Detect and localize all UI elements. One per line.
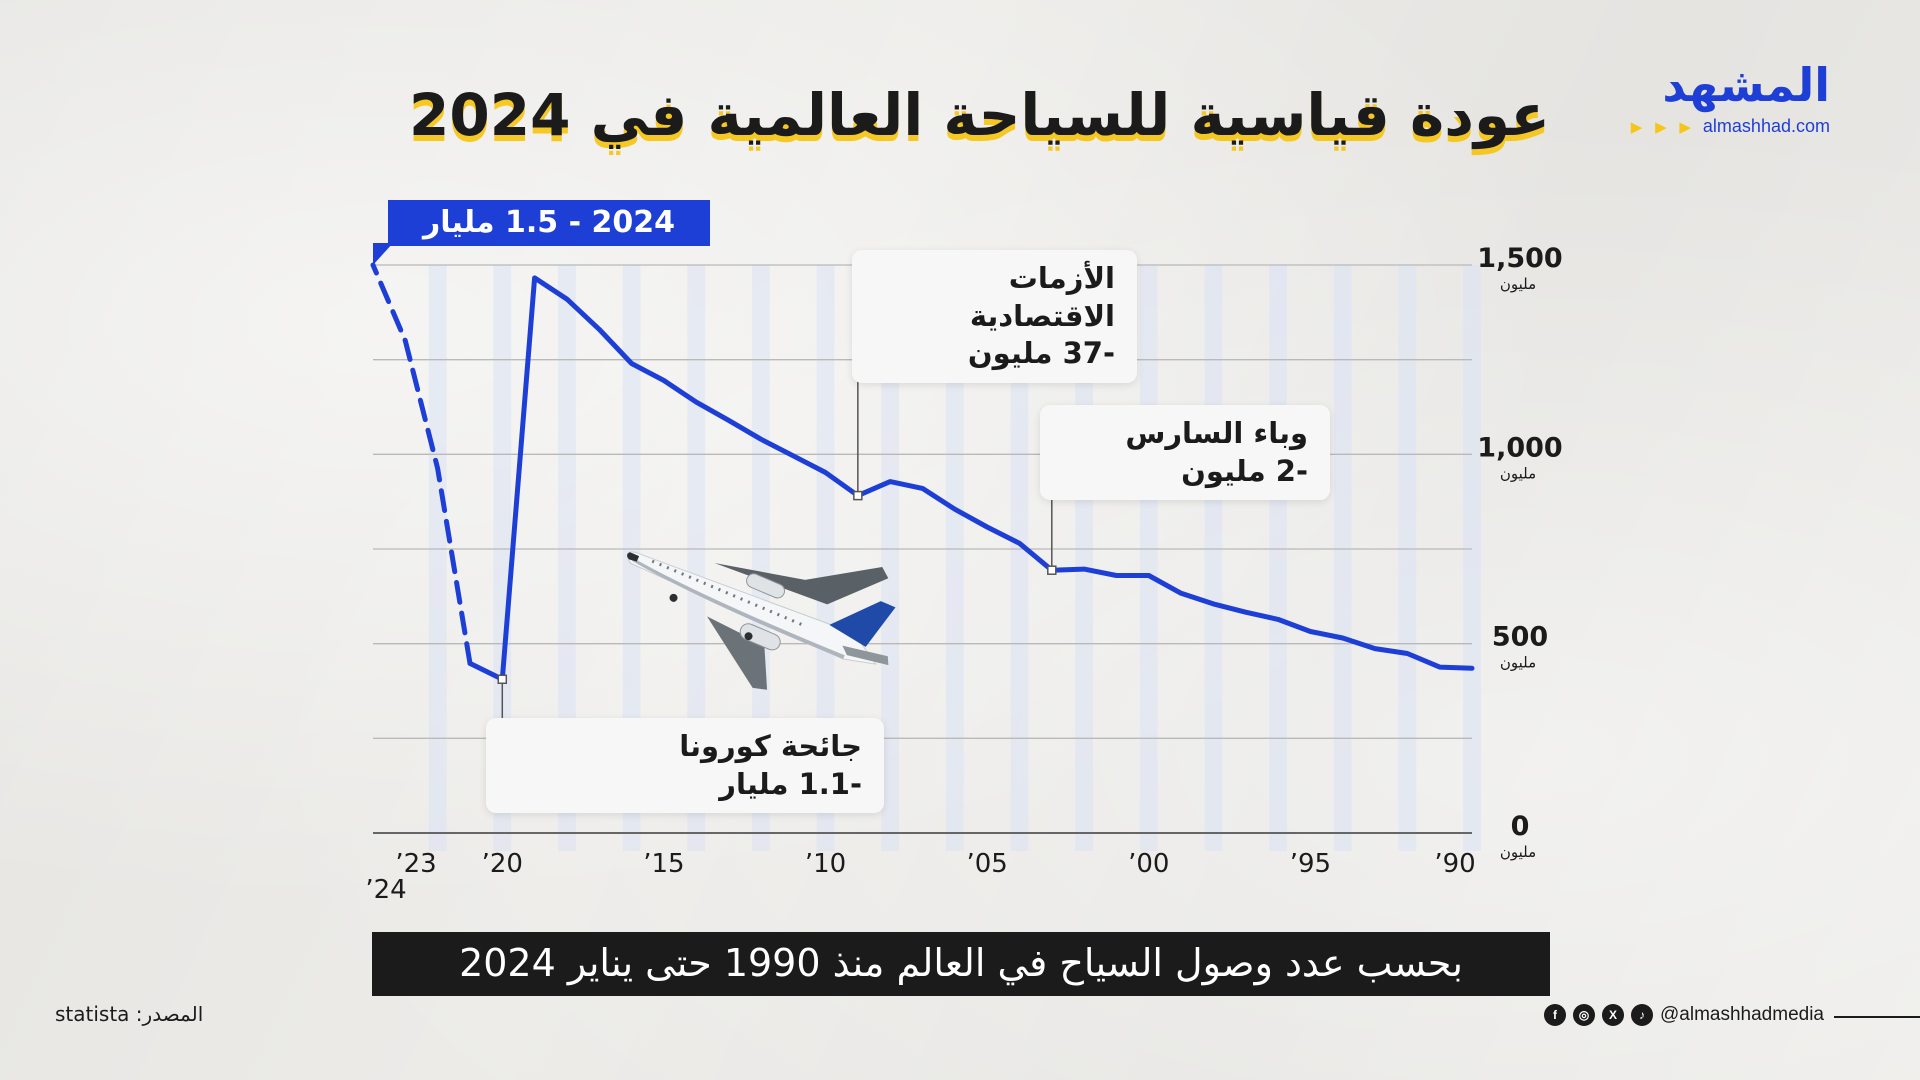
background-stripe	[428, 265, 447, 851]
background-stripe	[558, 265, 576, 851]
logo-arrows-icon: ▶ ▶ ▶	[1630, 118, 1695, 136]
x-icon[interactable]: X	[1602, 1004, 1624, 1026]
tiktok-icon[interactable]: ♪	[1631, 1004, 1653, 1026]
background-stripe	[1269, 265, 1287, 851]
annotation-economic-crisis-value: -37 مليون	[967, 336, 1115, 371]
annotation-sars: وباء السارس -2 مليون	[1040, 405, 1330, 501]
social-bar: f ◎ X ♪ @almashhadmedia	[1544, 1004, 1824, 1026]
source-credit: المصدر: statista	[55, 1002, 204, 1026]
y-tick-label: 1,000	[1477, 432, 1562, 463]
y-tick-label: 0	[1511, 811, 1530, 842]
x-tick-label: ’23	[395, 849, 436, 879]
background-stripe	[1204, 265, 1223, 851]
logo-url: almashhad.com	[1702, 116, 1830, 136]
social-handle[interactable]: @almashhadmedia	[1660, 1004, 1824, 1025]
annotation-sars-value: -2 مليون	[1181, 453, 1308, 488]
x-tick-label: ’15	[643, 849, 684, 879]
annotation-economic-crisis-label: الأزمات الاقتصادية	[969, 261, 1115, 333]
annotation-marker	[853, 490, 863, 501]
annotation-covid: جائحة كورونا -1.1 مليار	[486, 718, 884, 814]
y-tick-unit: مليون	[1500, 275, 1536, 293]
annotation-markers	[373, 243, 1057, 685]
x-tick-label: ’00	[1128, 849, 1169, 879]
background-stripe	[945, 265, 964, 851]
background-stripe	[1333, 265, 1352, 851]
logo: المشهد ▶ ▶ ▶ almashhad.com	[1631, 62, 1830, 137]
background-stripe	[816, 265, 835, 851]
y-tick-unit: مليون	[1500, 654, 1536, 672]
x-tick-label: ’90	[1434, 849, 1475, 879]
x-tick-label: ’24	[365, 875, 406, 905]
annotation-marker	[1047, 565, 1057, 575]
background-stripe	[687, 265, 706, 851]
annotation-2024-record: 2024 - 1.5 مليار	[388, 200, 710, 246]
annotation-pointer-2024	[373, 243, 393, 265]
logo-sub: ▶ ▶ ▶ almashhad.com	[1631, 116, 1830, 137]
background-stripe	[1463, 265, 1481, 851]
x-axis-labels: ’24’23 ’20 ’15 ’10 ’05 ’00 ’95 ’90	[365, 849, 1475, 905]
background-stripe	[1139, 265, 1158, 851]
annotation-sars-label: وباء السارس	[1125, 416, 1308, 450]
x-tick-label: ’20	[482, 849, 523, 879]
background-stripe	[1010, 265, 1029, 851]
facebook-icon[interactable]: f	[1544, 1004, 1566, 1026]
logo-name: المشهد	[1662, 58, 1830, 112]
x-tick-label: ’05	[966, 849, 1007, 879]
annotation-economic-crisis: الأزمات الاقتصادية -37 مليون	[852, 250, 1137, 384]
y-tick-label: 1,500	[1477, 243, 1562, 274]
background-stripe	[1398, 265, 1417, 851]
series-line-tourism	[467, 275, 1475, 682]
x-tick-label: ’95	[1290, 849, 1331, 879]
annotation-covid-label: جائحة كورونا	[679, 729, 862, 763]
annotation-leaders	[501, 340, 1053, 718]
page-title: عودة قياسية للسياحة العالمية في 2024	[409, 81, 1550, 149]
title-wrap: عودة قياسية للسياحة العالمية في 2024	[409, 82, 1550, 149]
y-tick-label: 500	[1492, 622, 1548, 653]
background-stripe	[493, 265, 512, 851]
series-line-projected	[370, 262, 473, 666]
data-series	[370, 262, 1475, 682]
instagram-icon[interactable]: ◎	[1573, 1004, 1595, 1026]
chart-subtitle: بحسب عدد وصول السياح في العالم منذ 1990 …	[372, 932, 1550, 996]
y-tick-unit: مليون	[1500, 464, 1536, 482]
annotation-covid-value: -1.1 مليار	[719, 766, 862, 801]
social-divider	[1834, 1016, 1920, 1018]
background-stripe	[751, 265, 770, 851]
airplane-icon	[626, 551, 896, 690]
background-stripe	[881, 265, 900, 851]
annotation-marker	[497, 674, 508, 685]
x-tick-label: ’10	[805, 849, 846, 879]
y-tick-unit: مليون	[1500, 843, 1536, 861]
